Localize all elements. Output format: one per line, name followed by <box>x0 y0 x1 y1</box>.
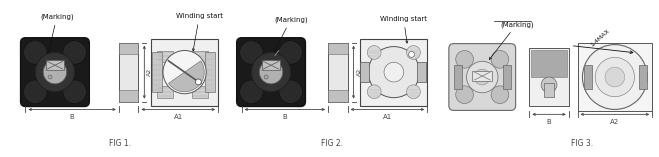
Text: A2: A2 <box>147 68 152 76</box>
Circle shape <box>36 52 74 92</box>
Text: Winding start: Winding start <box>380 16 427 43</box>
Circle shape <box>367 46 381 59</box>
Text: B: B <box>283 114 287 120</box>
Bar <box>157 86 173 98</box>
Circle shape <box>583 45 647 109</box>
Circle shape <box>24 80 47 104</box>
Bar <box>328 43 348 102</box>
Bar <box>328 43 348 54</box>
Bar <box>192 86 208 98</box>
Bar <box>151 39 218 106</box>
Circle shape <box>491 86 509 104</box>
Circle shape <box>48 75 52 79</box>
Circle shape <box>474 69 490 85</box>
Circle shape <box>279 80 302 104</box>
Circle shape <box>264 75 268 79</box>
Circle shape <box>467 61 498 93</box>
Circle shape <box>541 77 557 93</box>
Text: B: B <box>547 119 552 125</box>
Circle shape <box>456 86 473 104</box>
Text: (Marking): (Marking) <box>40 13 74 55</box>
Bar <box>454 65 461 89</box>
Circle shape <box>367 85 381 99</box>
Text: FIG 1.: FIG 1. <box>109 139 130 148</box>
Circle shape <box>368 47 419 98</box>
Circle shape <box>251 52 291 92</box>
Bar <box>360 39 427 106</box>
Bar <box>152 52 162 92</box>
Bar <box>360 62 369 82</box>
Bar <box>639 65 647 89</box>
Text: A1: A1 <box>173 114 183 120</box>
Text: B: B <box>70 114 74 120</box>
Text: FIG 3.: FIG 3. <box>571 139 593 148</box>
Bar <box>585 65 592 89</box>
Circle shape <box>491 51 509 68</box>
Bar <box>119 43 138 102</box>
Text: 1.4MAX: 1.4MAX <box>589 28 610 47</box>
Bar <box>577 43 652 111</box>
Text: Winding start: Winding start <box>176 13 223 51</box>
FancyBboxPatch shape <box>449 44 515 110</box>
Bar <box>119 43 138 54</box>
Bar <box>531 49 567 77</box>
Bar <box>46 60 64 70</box>
Circle shape <box>407 85 420 99</box>
Circle shape <box>279 41 302 64</box>
Circle shape <box>63 80 86 104</box>
Bar <box>157 51 173 62</box>
Circle shape <box>240 80 263 104</box>
Circle shape <box>407 46 420 59</box>
Circle shape <box>163 51 206 94</box>
FancyBboxPatch shape <box>237 38 305 106</box>
Circle shape <box>409 51 415 57</box>
Circle shape <box>605 67 625 87</box>
Circle shape <box>63 41 86 64</box>
Text: A2: A2 <box>357 68 362 76</box>
Text: (Marking): (Marking) <box>490 21 534 60</box>
Bar <box>328 90 348 102</box>
Text: (Marking): (Marking) <box>274 16 308 51</box>
Circle shape <box>259 60 283 84</box>
Text: A1: A1 <box>383 114 392 120</box>
Bar <box>529 48 569 106</box>
Circle shape <box>384 62 404 82</box>
Bar <box>473 71 492 81</box>
Bar <box>205 52 215 92</box>
Wedge shape <box>169 61 204 92</box>
FancyBboxPatch shape <box>20 38 90 106</box>
Circle shape <box>196 79 201 85</box>
Text: A2: A2 <box>610 119 619 125</box>
Circle shape <box>240 41 263 64</box>
Circle shape <box>24 41 47 64</box>
Circle shape <box>595 57 635 97</box>
Bar <box>417 62 426 82</box>
Circle shape <box>43 60 67 84</box>
Bar <box>119 90 138 102</box>
Bar <box>262 60 280 70</box>
Bar <box>192 51 208 62</box>
Bar <box>503 65 511 89</box>
Text: FIG 2.: FIG 2. <box>322 139 343 148</box>
Circle shape <box>456 51 473 68</box>
Bar <box>544 83 554 97</box>
